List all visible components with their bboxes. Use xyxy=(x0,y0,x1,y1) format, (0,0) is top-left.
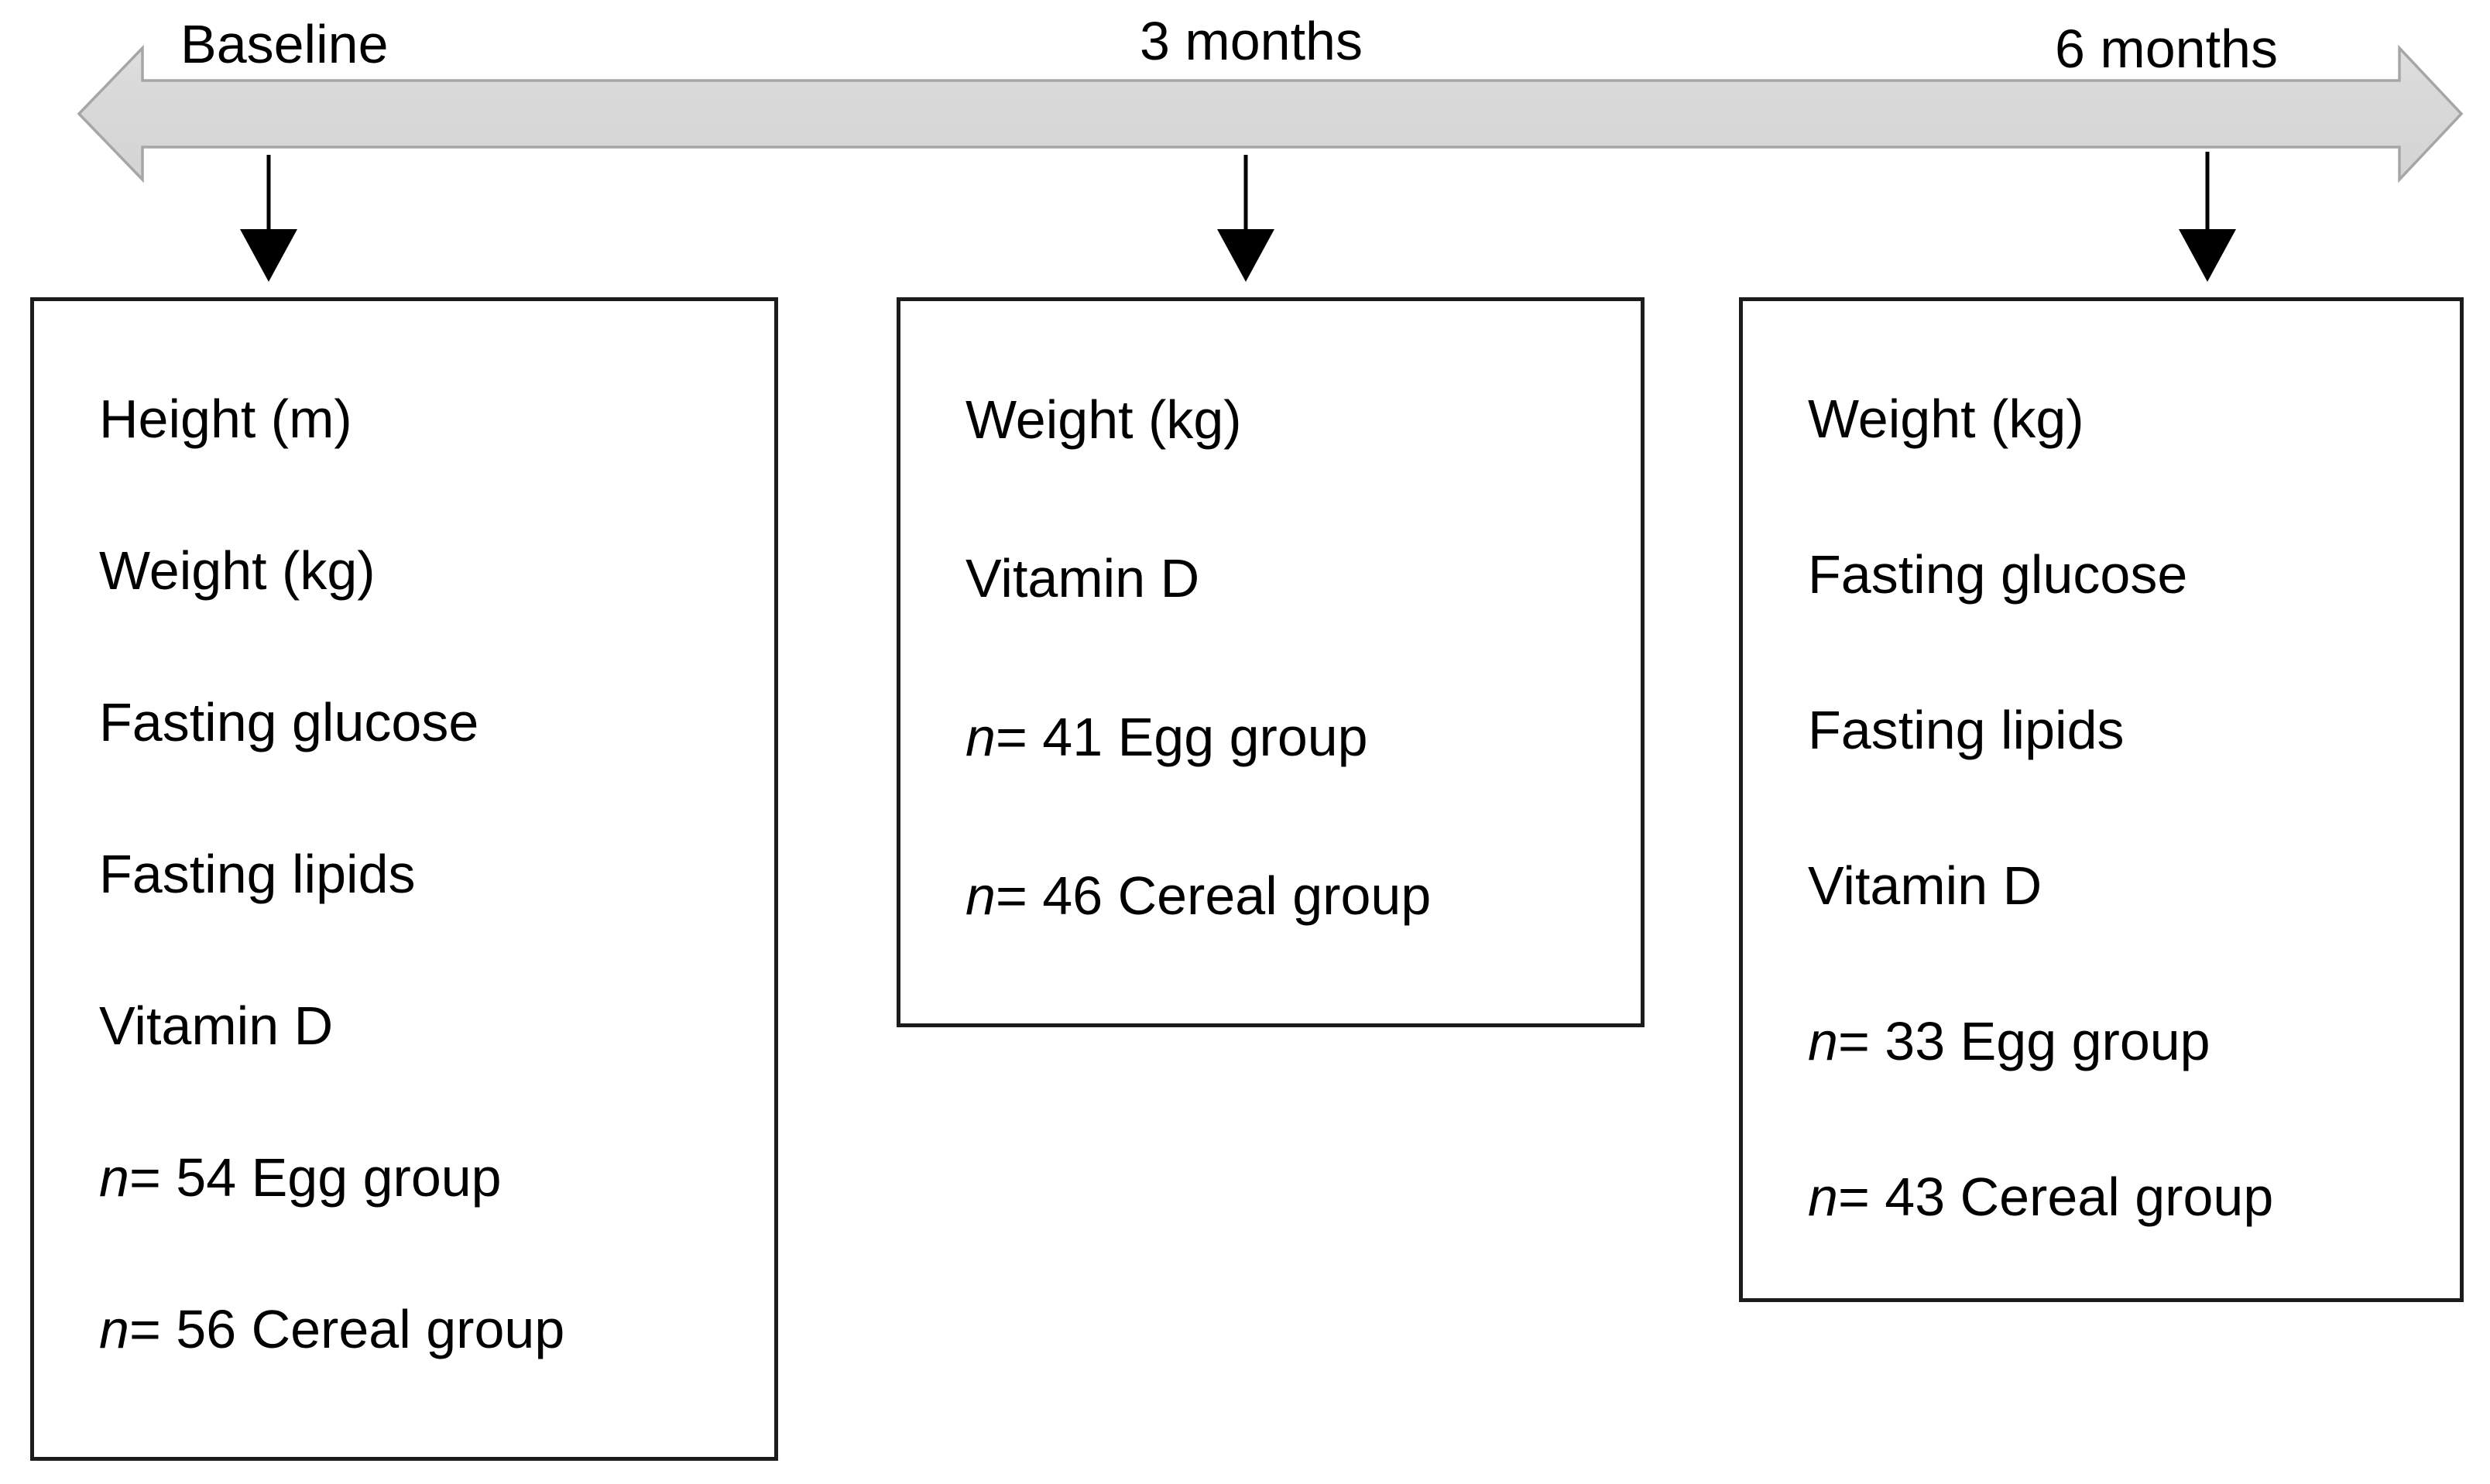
box-line: Weight (kg) xyxy=(1808,388,2084,449)
box-line: Vitamin D xyxy=(99,996,334,1056)
assessment-box-baseline: Height (m) Weight (kg) Fasting glucose Fast… xyxy=(30,297,778,1461)
box-line: Height (m) xyxy=(99,389,352,449)
box-line: n = 46 Cereal group xyxy=(965,865,1432,926)
down-arrow-baseline xyxy=(240,155,297,282)
box-line: n = 41 Egg group xyxy=(965,706,1368,767)
timeline-label-3months: 3 months xyxy=(1140,11,1363,71)
box-line: n = 56 Cereal group xyxy=(99,1299,565,1359)
assessment-box-6months: Weight (kg) Fasting glucose Fasting lipids… xyxy=(1739,297,2464,1302)
box-line: Fasting lipids xyxy=(1808,699,2125,760)
timeline-double-arrow xyxy=(77,44,2464,183)
assessment-box-baseline-content: Height (m) Weight (kg) Fasting glucose Fast… xyxy=(34,301,774,1405)
box-line: Fasting glucose xyxy=(99,692,479,752)
box-line: Weight (kg) xyxy=(99,540,376,601)
assessment-box-3months-content: Weight (kg) Vitamin D n = 41 Egg group n = … xyxy=(900,301,1641,975)
arrow-layer xyxy=(77,44,2464,282)
box-line: n = 43 Cereal group xyxy=(1808,1166,2274,1227)
timeline-label-6months: 6 months xyxy=(2055,19,2278,79)
box-line: Weight (kg) xyxy=(965,389,1242,450)
box-line: Fasting glucose xyxy=(1808,543,2188,605)
box-line: Vitamin D xyxy=(965,547,1200,608)
box-line: n = 54 Egg group xyxy=(99,1147,502,1208)
down-arrow-3months xyxy=(1217,155,1274,282)
down-arrow-6months xyxy=(2179,152,2236,282)
box-line: n = 33 Egg group xyxy=(1808,1010,2210,1071)
assessment-box-6months-content: Weight (kg) Fasting glucose Fasting lipids… xyxy=(1743,301,2460,1274)
box-line: Fasting lipids xyxy=(99,844,416,904)
box-line: Vitamin D xyxy=(1808,855,2042,916)
timeline-label-baseline: Baseline xyxy=(180,14,389,74)
assessment-box-3months: Weight (kg) Vitamin D n = 41 Egg group n = … xyxy=(897,297,1645,1027)
